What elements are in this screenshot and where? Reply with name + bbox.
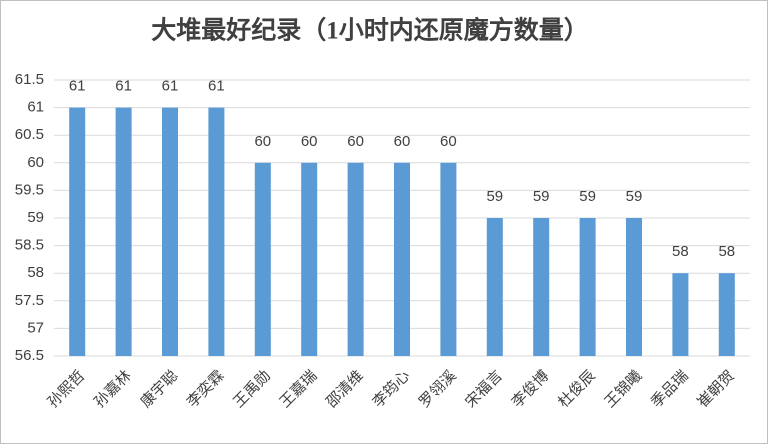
bar [394, 162, 410, 356]
bar [254, 162, 271, 356]
bar [533, 218, 550, 356]
bar [69, 107, 86, 356]
y-tick-label: 56.5 [15, 347, 44, 364]
data-label: 61 [69, 78, 86, 95]
data-label: 58 [672, 243, 689, 260]
data-label: 60 [440, 133, 457, 150]
data-label: 61 [162, 78, 179, 95]
data-label: 60 [301, 133, 318, 150]
data-label: 60 [347, 133, 364, 150]
data-label: 59 [533, 188, 550, 205]
data-label: 58 [718, 243, 735, 260]
data-label: 60 [394, 133, 411, 150]
data-label: 61 [208, 78, 225, 95]
bar [208, 107, 225, 356]
y-tick-label: 57.5 [15, 292, 44, 309]
y-tick-label: 59.5 [15, 181, 44, 198]
data-label: 59 [579, 188, 596, 205]
y-tick-label: 60 [27, 154, 44, 171]
y-tick-label: 61.5 [15, 71, 44, 88]
data-label: 61 [115, 78, 132, 95]
bar [486, 218, 503, 356]
data-label: 59 [626, 188, 643, 205]
y-tick-label: 58 [27, 264, 44, 281]
bar [626, 218, 642, 356]
y-tick-label: 59 [27, 209, 44, 226]
bar [347, 162, 364, 356]
bar [301, 162, 318, 356]
data-label: 59 [486, 188, 503, 205]
y-tick-label: 61 [27, 99, 44, 116]
bar [718, 273, 735, 356]
bar [440, 162, 457, 356]
bar [579, 218, 596, 356]
bar [115, 107, 132, 356]
bar [162, 107, 178, 356]
y-tick-label: 58.5 [15, 237, 44, 254]
chart-title: 大堆最好纪录（1小时内还原魔方数量） [151, 16, 589, 45]
y-tick-label: 60.5 [15, 126, 44, 143]
data-label: 60 [254, 133, 271, 150]
bar [672, 273, 689, 356]
y-tick-label: 57 [27, 319, 44, 336]
